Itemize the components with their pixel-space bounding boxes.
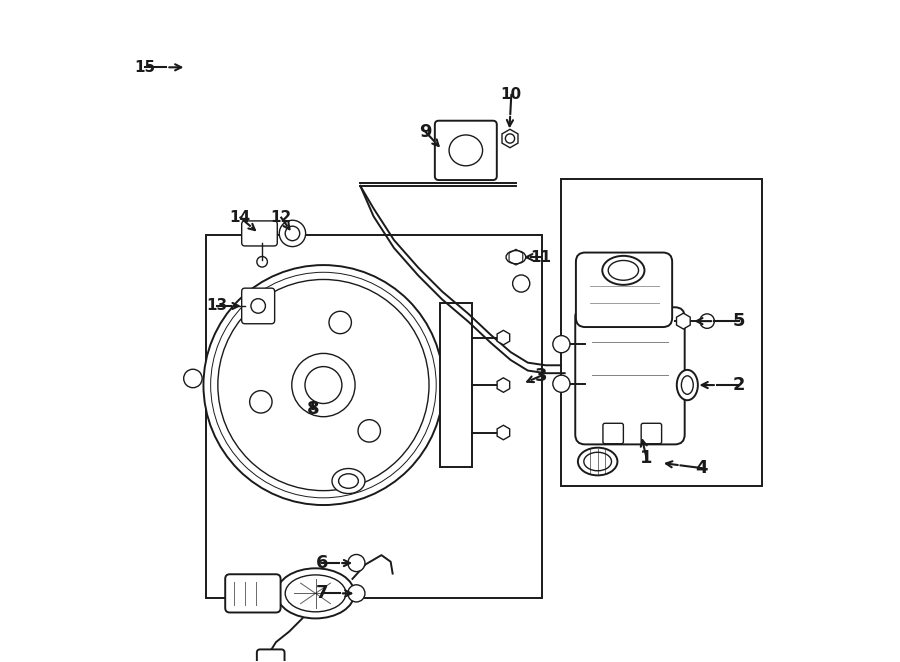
FancyBboxPatch shape <box>603 423 624 444</box>
Text: 8: 8 <box>307 400 320 418</box>
Circle shape <box>700 314 715 328</box>
FancyBboxPatch shape <box>575 307 685 444</box>
Ellipse shape <box>332 469 365 494</box>
Polygon shape <box>677 313 690 329</box>
Ellipse shape <box>602 256 644 285</box>
Bar <box>561 179 761 486</box>
Text: 1: 1 <box>640 449 652 467</box>
Circle shape <box>279 220 306 247</box>
Text: 13: 13 <box>207 299 228 313</box>
Circle shape <box>347 555 365 571</box>
FancyBboxPatch shape <box>242 221 277 246</box>
Text: 6: 6 <box>316 554 328 572</box>
Circle shape <box>553 375 570 393</box>
Circle shape <box>553 336 570 353</box>
Ellipse shape <box>578 448 617 475</box>
Circle shape <box>184 369 202 388</box>
Ellipse shape <box>506 251 526 263</box>
Text: 14: 14 <box>230 210 251 225</box>
Text: 3: 3 <box>535 367 547 385</box>
Polygon shape <box>502 129 518 148</box>
FancyBboxPatch shape <box>641 423 662 444</box>
FancyBboxPatch shape <box>435 120 497 180</box>
Polygon shape <box>497 378 509 393</box>
Text: 5: 5 <box>733 312 745 330</box>
Ellipse shape <box>677 370 698 401</box>
Text: 11: 11 <box>530 250 552 265</box>
Polygon shape <box>440 303 472 467</box>
Text: 10: 10 <box>500 87 522 103</box>
Circle shape <box>203 265 444 505</box>
Text: 12: 12 <box>271 210 292 225</box>
Ellipse shape <box>276 568 355 618</box>
Text: 9: 9 <box>419 123 432 141</box>
Polygon shape <box>497 425 509 440</box>
Text: 2: 2 <box>733 376 745 394</box>
Circle shape <box>347 585 365 602</box>
FancyBboxPatch shape <box>225 574 281 612</box>
Circle shape <box>513 275 530 292</box>
Text: 7: 7 <box>316 585 328 602</box>
Bar <box>206 236 543 598</box>
FancyBboxPatch shape <box>242 288 274 324</box>
FancyBboxPatch shape <box>576 252 672 327</box>
Circle shape <box>292 354 356 416</box>
Text: 4: 4 <box>696 459 708 477</box>
Text: 15: 15 <box>134 60 156 75</box>
FancyBboxPatch shape <box>256 649 284 662</box>
Polygon shape <box>497 330 509 345</box>
